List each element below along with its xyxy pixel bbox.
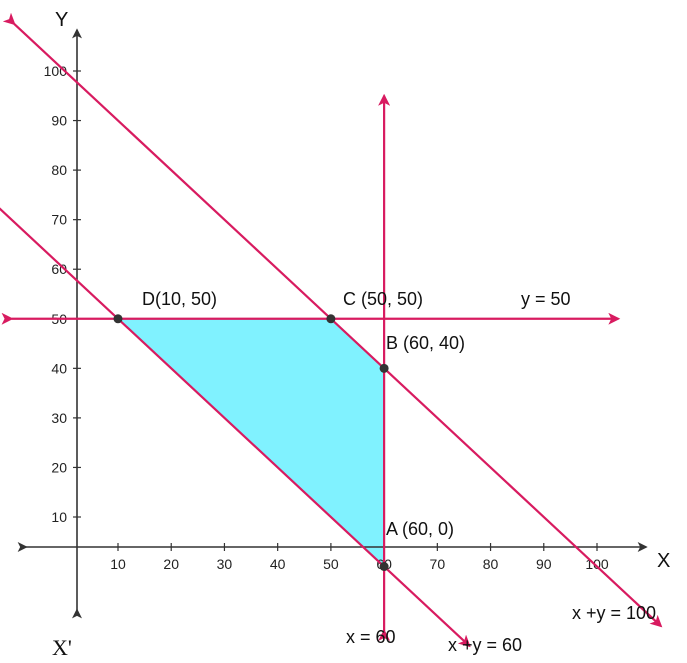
y-tick-label: 90 [51,113,67,129]
label-point-d: D(10, 50) [142,289,217,309]
corner-point [326,314,336,324]
label-y-50: y = 50 [521,289,571,309]
y-tick-label: 40 [51,360,67,376]
label-x-plus-y-60: x +y = 60 [448,635,522,655]
label-point-a: A (60, 0) [386,519,454,539]
x-tick-label: 50 [323,556,339,572]
corner-point [379,562,389,572]
y-tick-label: 20 [51,459,67,475]
y-tick-label: 70 [51,212,67,228]
label-point-b: B (60, 40) [386,333,465,353]
x-tick-label: 30 [217,556,233,572]
corner-point [113,314,123,324]
label-point-c: C (50, 50) [343,289,423,309]
y-tick-label: 30 [51,410,67,426]
line-x-plus-y-100 [2,12,663,628]
x-tick-label: 40 [270,556,286,572]
x-tick-label: 20 [163,556,179,572]
x-prime-label: X' [52,635,72,660]
x-tick-label: 90 [536,556,552,572]
y-axis-label: Y [55,9,68,31]
label-x-60: x = 60 [346,627,396,647]
line-x-plus-y-60 [0,193,471,648]
x-tick-label: 80 [483,556,499,572]
corner-point [379,363,389,373]
y-tick-label: 80 [51,162,67,178]
x-tick-label: 70 [430,556,446,572]
label-x-plus-y-100: x +y = 100 [572,603,656,623]
x-tick-label: 10 [110,556,126,572]
x-axis-label: X [657,550,670,572]
y-tick-label: 10 [51,509,67,525]
corner-points [113,314,389,572]
